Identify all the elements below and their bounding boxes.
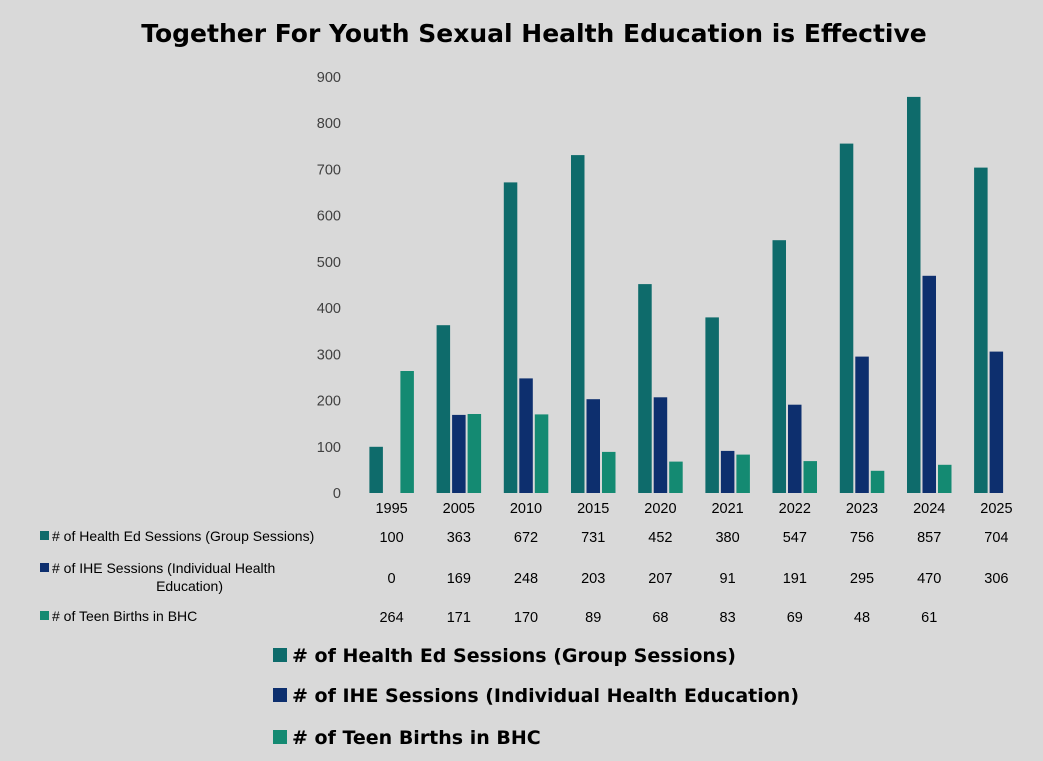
table-cell: 61	[921, 610, 937, 626]
table-cell: 452	[648, 530, 672, 546]
bar-2015-series-3	[602, 451, 616, 493]
bar-2022-series-3	[803, 461, 817, 493]
y-tick-label: 800	[317, 116, 341, 132]
legend: # of Health Ed Sessions (Group Sessions)…	[273, 645, 799, 749]
table-cell: 857	[917, 530, 941, 546]
table-cell: 48	[854, 610, 870, 626]
bar-1995-series-3	[400, 371, 414, 493]
bar-2010-series-2	[519, 378, 533, 493]
bar-2020-series-3	[669, 461, 683, 493]
bar-2021-series-2	[720, 450, 735, 493]
table-cell: 203	[581, 571, 605, 587]
bar-2023-series-1	[839, 143, 854, 493]
bar-1995-series-1	[369, 446, 383, 493]
table-cell: 363	[447, 530, 471, 546]
legend-entry: # of IHE Sessions (Individual Health Edu…	[292, 685, 799, 707]
bar-2021-series-1	[705, 317, 719, 493]
table-key-swatch	[40, 531, 49, 540]
y-tick-label: 500	[317, 255, 341, 271]
table-cell: 547	[783, 530, 807, 546]
legend-swatch	[273, 730, 287, 744]
bar-2010-series-3	[534, 414, 549, 493]
bar-2023-series-2	[855, 356, 869, 493]
y-tick-label: 300	[317, 347, 341, 363]
table-cell: 91	[720, 571, 736, 587]
table-cell: 69	[787, 610, 803, 626]
table-cell: 380	[715, 530, 739, 546]
bar-2024-series-2	[922, 275, 936, 493]
table-cell: 171	[447, 610, 471, 626]
table-cell: 0	[388, 571, 396, 587]
bar-2025-series-1	[974, 167, 988, 493]
legend-swatch	[273, 648, 287, 662]
table-cell: 672	[514, 530, 538, 546]
bar-2015-series-1	[571, 155, 585, 493]
table-cell: 704	[984, 530, 1008, 546]
y-tick-label: 0	[333, 486, 341, 502]
table-cell: 170	[514, 610, 538, 626]
table-cell: 191	[783, 571, 807, 587]
table-cell: 207	[648, 571, 672, 587]
table-cell: 248	[514, 571, 538, 587]
x-category-label: 2020	[644, 501, 676, 517]
bar-2020-series-1	[638, 284, 652, 493]
bar-2005-series-1	[436, 325, 451, 493]
bar-2025-series-2	[989, 351, 1004, 493]
y-axis: 0 100 200 300 400 500 600 700 800 900	[317, 70, 341, 502]
table-cell: 100	[379, 530, 403, 546]
y-tick-label: 900	[317, 70, 341, 86]
x-category-label: 2022	[779, 501, 811, 517]
y-tick-label: 600	[317, 209, 341, 225]
legend-entry: # of Health Ed Sessions (Group Sessions)	[292, 645, 736, 667]
legend-swatch	[273, 688, 287, 702]
bar-2024-series-3	[938, 464, 952, 493]
x-category-label: 2015	[577, 501, 609, 517]
x-category-label: 1995	[375, 501, 407, 517]
table-cell: 306	[984, 571, 1008, 587]
bar-2024-series-1	[907, 96, 921, 494]
x-category-label: 2023	[846, 501, 878, 517]
bar-2005-series-3	[467, 414, 482, 493]
table-key-swatch	[40, 611, 49, 620]
table-cell: 83	[720, 610, 736, 626]
chart-title: Together For Youth Sexual Health Educati…	[141, 19, 927, 48]
x-category-label: 2021	[711, 501, 743, 517]
bar-2022-series-1	[772, 240, 786, 493]
bar-2022-series-2	[788, 404, 802, 493]
table-cell: 264	[379, 610, 403, 626]
y-tick-label: 200	[317, 394, 341, 410]
x-category-label: 2024	[913, 501, 945, 517]
bar-2010-series-1	[503, 182, 518, 493]
table-cell: 756	[850, 530, 874, 546]
table-cell: 169	[447, 571, 471, 587]
bars	[369, 96, 1004, 494]
table-row-label: # of Health Ed Sessions (Group Sessions)	[52, 528, 314, 544]
bar-2023-series-3	[870, 470, 885, 493]
x-category-label: 2025	[980, 501, 1012, 517]
table-cell: 470	[917, 571, 941, 587]
y-tick-label: 100	[317, 440, 341, 456]
table-cell: 89	[585, 610, 601, 626]
bar-2020-series-2	[653, 397, 668, 493]
table-cell: 68	[652, 610, 668, 626]
table-key-swatch	[40, 563, 49, 572]
table-cell: 731	[581, 530, 605, 546]
x-category-label: 2005	[443, 501, 475, 517]
bar-2021-series-3	[736, 454, 750, 493]
y-tick-label: 400	[317, 301, 341, 317]
y-tick-label: 700	[317, 162, 341, 178]
bar-2005-series-2	[452, 414, 466, 493]
bar-2015-series-2	[586, 399, 600, 493]
table-row-label: # of Teen Births in BHC	[52, 608, 197, 624]
table-cell: 295	[850, 571, 874, 587]
legend-entry: # of Teen Births in BHC	[292, 727, 541, 749]
data-table: 1995 2005 2010 2015 2020 2021 2022 2023 2024 2025…	[40, 501, 1013, 626]
table-row-label: # of IHE Sessions (Individual Health	[52, 560, 275, 576]
table-row-label: Education)	[156, 578, 223, 594]
x-category-label: 2010	[510, 501, 542, 517]
